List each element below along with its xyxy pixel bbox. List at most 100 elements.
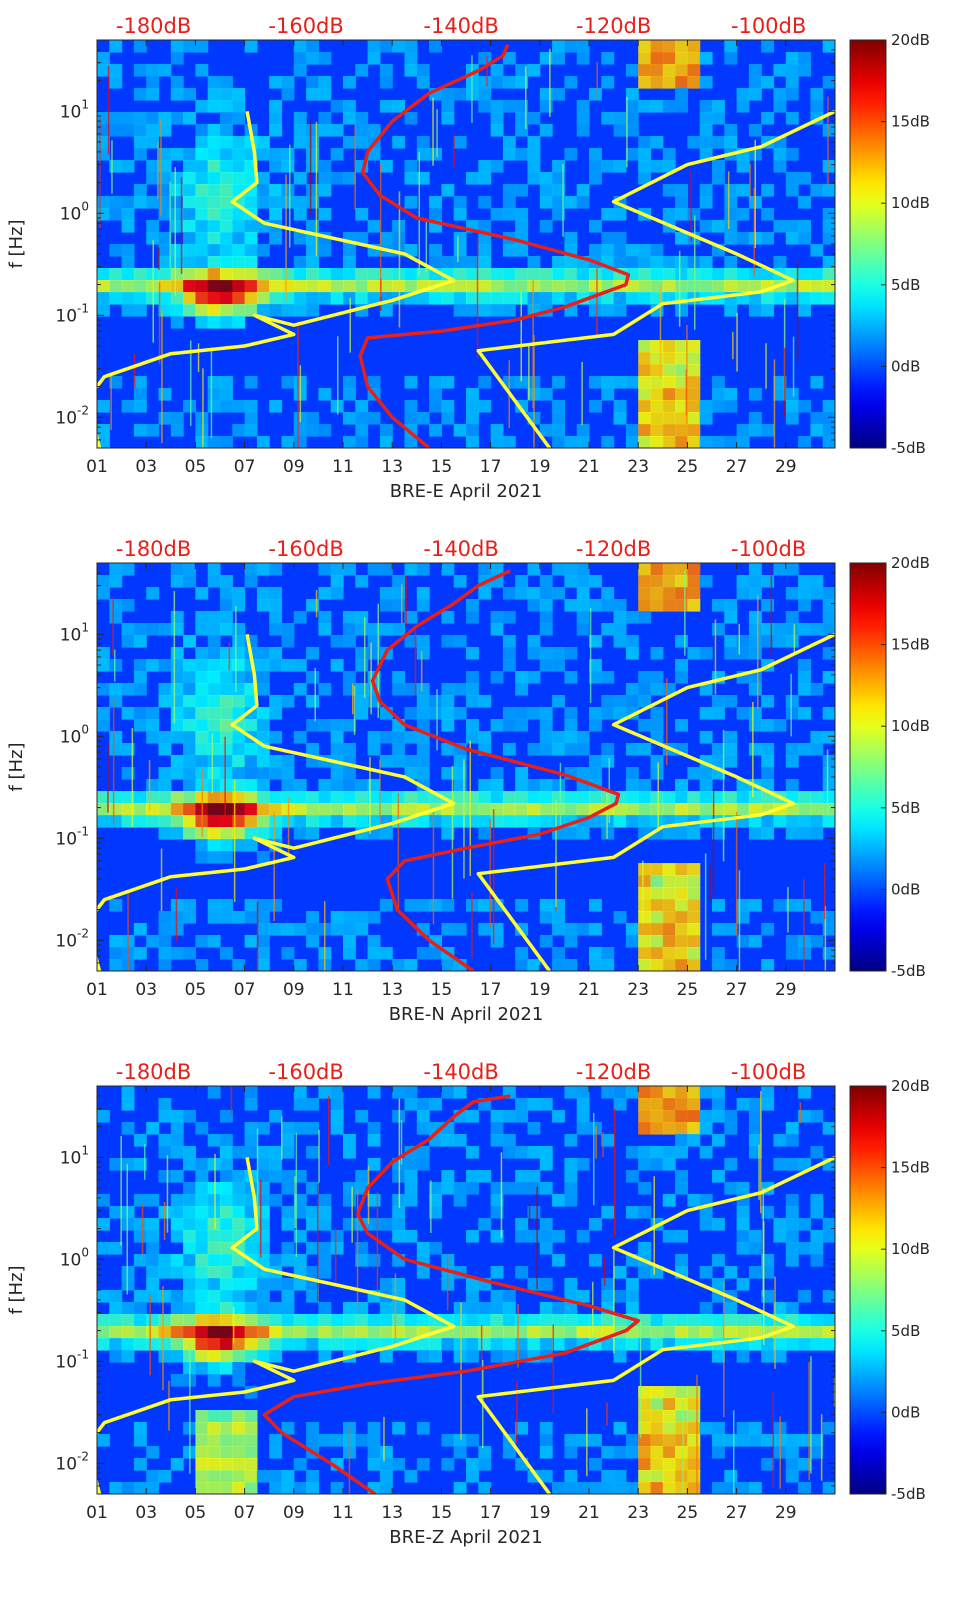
spectrogram-cell — [502, 587, 516, 600]
event-streak — [309, 120, 312, 215]
spectrogram-cell — [158, 412, 172, 425]
spectrogram-cell — [318, 1350, 332, 1363]
spectrogram-cell — [379, 1482, 393, 1494]
spectrogram-cell — [269, 755, 283, 768]
spectrogram-cell — [269, 280, 283, 293]
spectrogram-cell — [712, 1446, 725, 1459]
spectrogram-cell — [281, 88, 295, 101]
spectrogram-cell — [195, 1482, 209, 1494]
spectrogram-cell — [564, 563, 578, 576]
spectrogram-cell — [515, 64, 529, 77]
event-streak — [738, 870, 741, 971]
spectrogram-cell — [379, 755, 393, 768]
spectrogram-cell — [269, 707, 283, 720]
spectrogram-cell — [109, 1314, 123, 1327]
spectrogram-cell — [539, 731, 553, 744]
spectrogram-cell — [392, 1218, 406, 1231]
spectrogram-cell — [392, 587, 406, 600]
spectrogram-cell — [269, 1254, 283, 1267]
spectrogram-cell — [170, 316, 184, 329]
spectrogram-cell — [392, 1278, 406, 1291]
spectrogram-cell — [133, 1482, 147, 1494]
spectrogram-cell — [613, 599, 627, 612]
db-tick-label: -180dB — [116, 537, 191, 561]
x-tick-label: 03 — [135, 457, 157, 477]
spectrogram-cell — [133, 280, 147, 293]
spectrogram-cell — [183, 1230, 196, 1243]
spectrogram-cell — [183, 1278, 196, 1291]
spectrogram-cell — [429, 1350, 442, 1363]
series-nhnm — [476, 109, 835, 448]
spectrogram-cell — [478, 1482, 492, 1494]
spectrogram-cell — [589, 599, 602, 612]
spectrogram-cell — [133, 400, 147, 413]
spectrogram-cell — [121, 767, 135, 780]
spectrogram-cell — [761, 815, 775, 828]
spectrogram-cell — [441, 1458, 455, 1471]
spectrogram-cell — [712, 172, 725, 185]
spectrogram-cell — [712, 160, 725, 173]
spectrogram-cell — [220, 695, 233, 708]
spectrogram-cell — [810, 623, 824, 636]
spectrogram-cell — [367, 268, 381, 281]
spectrogram-cell — [170, 412, 184, 425]
spectrogram-cell — [232, 136, 246, 149]
spectrogram-cell — [441, 695, 455, 708]
spectrogram-cell — [466, 719, 479, 732]
spectrogram-cell — [736, 1206, 750, 1219]
spectrogram-cell — [416, 1458, 430, 1471]
spectrogram-cell — [195, 124, 209, 137]
spectrogram-cell — [625, 112, 639, 125]
spectrogram-cell — [158, 1266, 172, 1279]
spectrogram-cell — [355, 647, 369, 660]
spectrogram-cell — [490, 1350, 504, 1363]
spectrogram-cell — [712, 1098, 725, 1111]
spectrogram-cell — [650, 887, 664, 900]
spectrogram-cell — [515, 671, 529, 684]
spectrogram-cell — [453, 256, 467, 269]
spectrogram-cell — [416, 791, 430, 804]
spectrogram-cell — [97, 791, 110, 804]
x-tick-label: 23 — [627, 980, 649, 1000]
spectrogram-cell — [675, 1182, 688, 1195]
spectrogram-cell — [453, 1350, 467, 1363]
spectrogram-cell — [699, 1086, 713, 1099]
spectrogram-cell — [281, 1146, 295, 1159]
spectrogram-cell — [662, 424, 676, 437]
spectrogram-cell — [748, 803, 762, 816]
spectrogram-cell — [822, 803, 835, 816]
spectrogram-cell — [712, 100, 725, 113]
spectrogram-cell — [109, 683, 123, 696]
spectrogram-cell — [589, 791, 602, 804]
spectrogram-cell — [761, 112, 775, 125]
spectrogram-cell — [170, 1290, 184, 1303]
spectrogram — [97, 1086, 835, 1494]
spectrogram-cell — [416, 292, 430, 305]
spectrogram-cell — [527, 136, 541, 149]
spectrogram-cell — [183, 40, 196, 53]
spectrogram-cell — [539, 611, 553, 624]
event-streak — [328, 1095, 330, 1165]
spectrogram-cell — [244, 563, 258, 576]
event-streak — [723, 1280, 725, 1418]
spectrogram-cell — [478, 899, 492, 912]
spectrogram-cell — [121, 1314, 135, 1327]
spectrogram-cell — [244, 376, 258, 389]
spectrogram-cell — [675, 599, 688, 612]
event-streak — [211, 733, 214, 794]
spectrogram-cell — [416, 695, 430, 708]
spectrogram-cell — [576, 599, 590, 612]
spectrogram-cell — [552, 280, 565, 293]
spectrogram-cell — [330, 1482, 344, 1494]
spectrogram-cell — [748, 124, 762, 137]
spectrogram-cell — [466, 671, 479, 684]
spectrogram-cell — [133, 1338, 147, 1351]
spectrogram-cell — [232, 244, 246, 257]
spectrogram-cell — [133, 635, 147, 648]
spectrogram-cell — [306, 1482, 319, 1494]
spectrogram-cell — [748, 791, 762, 804]
spectrogram-cell — [269, 563, 283, 576]
spectrogram-cell — [675, 1326, 688, 1339]
spectrogram-cell — [343, 256, 356, 269]
spectrogram-cell — [244, 815, 258, 828]
